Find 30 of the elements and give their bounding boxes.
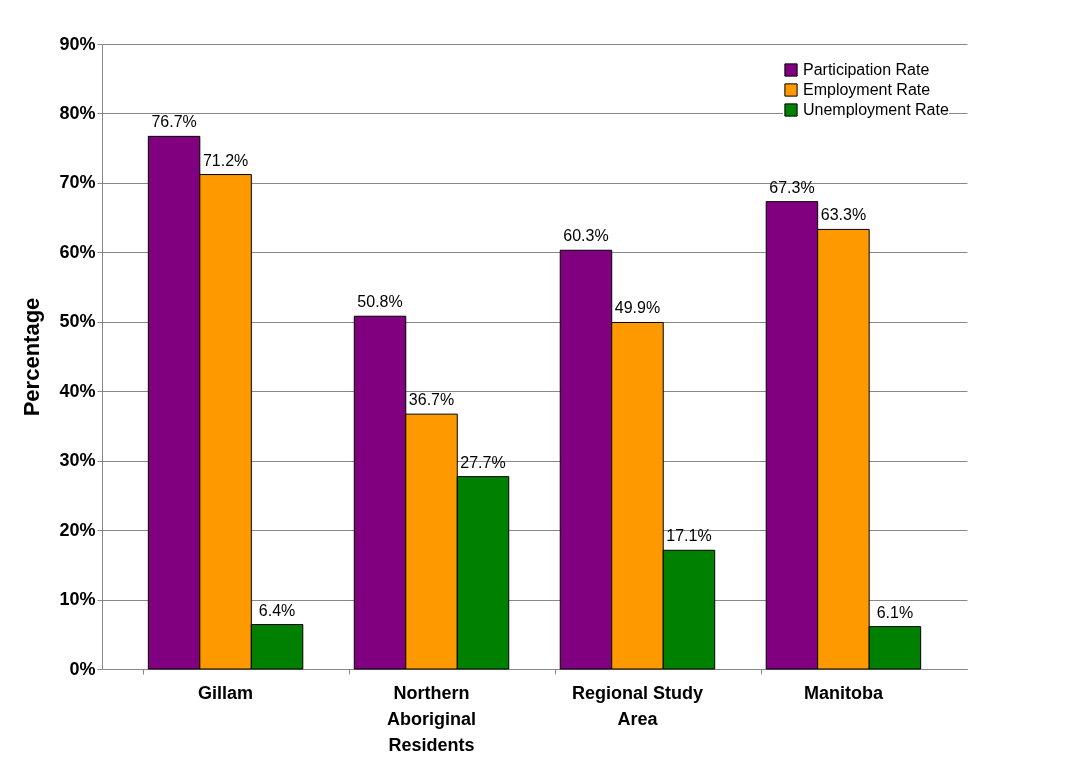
data-label: 27.7% (460, 453, 506, 471)
y-tick-label: 30% (59, 450, 96, 471)
y-tick-label: 50% (59, 311, 96, 332)
data-label: 6.4% (258, 601, 296, 619)
data-label: 49.9% (614, 299, 661, 317)
data-label: 6.1% (876, 603, 914, 621)
data-label: 60.3% (563, 227, 609, 245)
data-label: 17.1% (666, 527, 712, 545)
legend-label: Participation Rate (803, 61, 930, 78)
y-axis-title: Percentage (19, 297, 45, 417)
x-tick-label: Manitoba (803, 682, 884, 703)
y-tick-label: 40% (59, 380, 96, 401)
y-tick-label: 10% (59, 589, 96, 610)
legend-label: Unemployment Rate (803, 101, 949, 118)
data-label: 67.3% (769, 178, 815, 196)
y-tick-label: 90% (59, 33, 96, 54)
x-tick-label: Regional Study Area (571, 682, 703, 729)
y-tick-label: 20% (59, 519, 96, 540)
data-label: 71.2% (202, 151, 249, 169)
data-label: 76.7% (151, 113, 197, 131)
y-tick-label: 60% (59, 241, 96, 262)
y-tick-label: 0% (69, 658, 96, 679)
legend-label: Employment Rate (803, 81, 931, 98)
data-label: 63.3% (820, 206, 867, 224)
x-tick-label: Gillam (198, 682, 254, 703)
data-label: 50.8% (357, 293, 403, 311)
y-tick-label: 80% (59, 102, 96, 123)
x-tick-label: Northern Aboriginal Residents (387, 682, 477, 755)
data-label: 36.7% (408, 391, 455, 409)
y-tick-label: 70% (59, 172, 96, 193)
